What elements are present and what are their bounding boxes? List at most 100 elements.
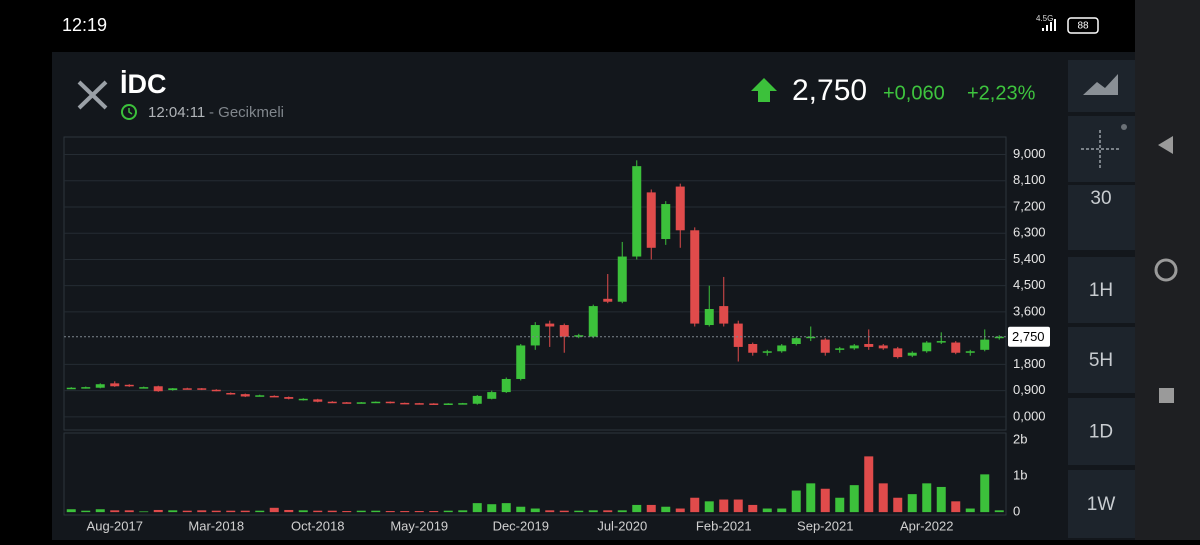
candle-body [878,345,888,349]
battery-level: 88 [1077,21,1089,32]
candle-body [197,388,207,390]
last-price-label: 2,750 [1012,329,1045,344]
volume-bar [81,510,91,513]
x-tick-label: Sep-2021 [797,518,853,533]
candle-body [994,336,1004,339]
volume-bar [748,504,758,513]
volume-bar [487,504,497,513]
y-tick-label: 3,600 [1013,303,1046,318]
back-button[interactable] [1158,136,1173,154]
candle-body [661,204,671,240]
battery-icon [1067,17,1099,34]
volume-bar [791,490,801,513]
x-tick-label: Feb-2021 [696,518,752,533]
volume-bar [820,488,830,513]
interval-button[interactable] [1068,185,1135,250]
candle-body [559,325,569,337]
volume-bar [646,504,656,513]
interval-label: 5H [1089,350,1113,371]
candle-body [501,378,511,393]
price-change: +0,060 [883,82,945,104]
candle-body [226,392,236,395]
home-button[interactable] [1154,258,1178,282]
symbol: İDC [120,69,167,99]
y-tick-label: 8,100 [1013,172,1046,187]
percent-change: +2,23% [967,82,1036,104]
candle-body [516,345,526,379]
app-area [52,52,1135,540]
candle-body [574,335,584,337]
candle-body [342,402,352,404]
volume-bar [240,510,250,513]
clock-icon [121,104,137,120]
candle-body [704,309,714,326]
x-tick-label: Aug-2017 [87,518,143,533]
close-button[interactable] [77,80,108,110]
candle-body [327,401,337,404]
nav-bar [1135,0,1200,540]
volume-bar [342,511,352,513]
candle-body [675,186,685,231]
candle-body [864,343,874,347]
interval-button[interactable] [1068,398,1135,465]
recents-button[interactable] [1159,388,1174,403]
volume-bar [458,510,468,513]
volume-bar [182,510,192,513]
volume-bar [414,511,424,513]
volume-bar [153,509,163,513]
plot: 0,000 0,900 1,800 3,600 4,500 5,400 6,300 7,200… [64,146,1050,533]
up-arrow [751,78,777,102]
interval-button[interactable] [1068,327,1135,393]
volume-bar [356,510,366,513]
volume-bar [704,501,714,513]
volume-bar [226,510,236,513]
volume-bar [588,510,598,513]
candle-body [748,343,758,353]
volume-bar [269,507,279,513]
y-tick-label: 5,400 [1013,251,1046,266]
interval-button[interactable] [1068,470,1135,538]
volume-bar [965,508,975,513]
candle-body [762,351,772,353]
price-panel [63,136,1007,431]
candle-body [893,348,903,358]
candle-body [646,192,656,248]
volume-bar [501,503,511,513]
clock-hands [128,108,133,115]
candle-body [429,403,439,405]
volume-bar [835,497,845,513]
crosshair-dot [1121,124,1127,130]
interval-button[interactable] [1068,257,1135,323]
candle-body [980,339,990,350]
volume-bar [385,511,395,513]
status-time: 12:19 [62,15,107,35]
candle-body [588,306,598,337]
candle-body [81,387,91,389]
volume-bar [907,494,917,513]
candle-body [907,352,917,356]
volume-bar [124,510,134,513]
candle-body [414,403,424,405]
volume-bar [922,483,932,513]
y-tick-label: 6,300 [1013,225,1046,240]
volume-bar [617,510,627,513]
volume-bar [443,510,453,513]
candle-body [298,398,308,401]
volume-bar [327,510,337,513]
candle-body [849,345,859,349]
candle-body [356,402,366,404]
candle-body [632,166,642,257]
x-tick-label: Oct-2018 [291,518,344,533]
volume-bar [878,483,888,513]
volume-bar [472,503,482,513]
volume-bar [777,508,787,513]
volume-tick-label: 2b [1013,432,1027,447]
candle-body [458,403,468,405]
candle-body [95,384,105,388]
volume-bar [951,501,961,513]
x-tick-label: May-2019 [390,518,448,533]
volume-bar [893,497,903,513]
volume-bar [255,510,265,513]
volume-bar [675,508,685,513]
candle-body [443,403,453,405]
